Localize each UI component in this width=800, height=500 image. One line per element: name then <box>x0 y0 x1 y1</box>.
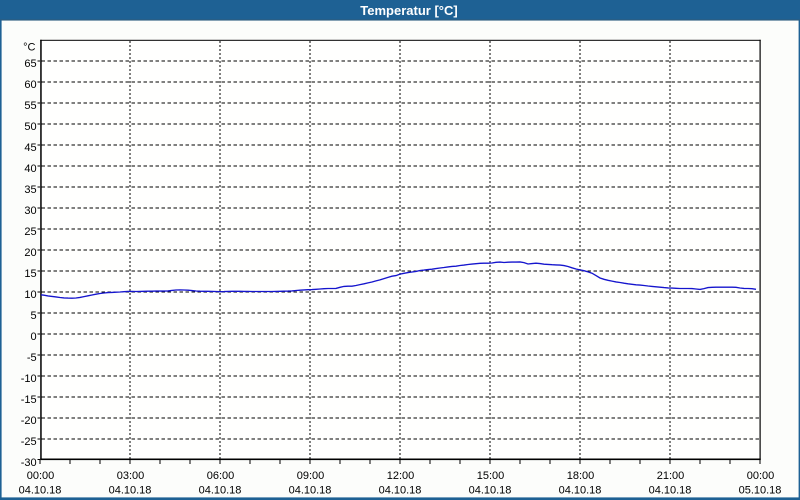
svg-text:30: 30 <box>24 205 36 217</box>
svg-text:04.10.18: 04.10.18 <box>19 485 62 497</box>
svg-text:55: 55 <box>24 100 36 112</box>
svg-text:-20: -20 <box>21 415 37 427</box>
svg-text:18:00: 18:00 <box>567 470 595 482</box>
svg-text:35: 35 <box>24 184 36 196</box>
svg-text:03:00: 03:00 <box>117 470 145 482</box>
svg-text:04.10.18: 04.10.18 <box>649 485 692 497</box>
svg-text:20: 20 <box>24 247 36 259</box>
svg-text:06:00: 06:00 <box>207 470 235 482</box>
svg-text:45: 45 <box>24 142 36 154</box>
svg-text:0: 0 <box>30 331 36 343</box>
svg-text:-25: -25 <box>21 436 37 448</box>
svg-text:09:00: 09:00 <box>297 470 325 482</box>
svg-text:-10: -10 <box>21 373 37 385</box>
svg-text:04.10.18: 04.10.18 <box>199 485 242 497</box>
svg-text:00:00: 00:00 <box>747 470 775 482</box>
svg-text:15:00: 15:00 <box>477 470 505 482</box>
svg-text:50: 50 <box>24 121 36 133</box>
svg-text:40: 40 <box>24 163 36 175</box>
svg-text:04.10.18: 04.10.18 <box>559 485 602 497</box>
svg-text:60: 60 <box>24 79 36 91</box>
svg-text:Temperatur [°C]: Temperatur [°C] <box>360 3 457 18</box>
svg-text:-15: -15 <box>21 394 37 406</box>
svg-text:04.10.18: 04.10.18 <box>109 485 152 497</box>
svg-text:05.10.18: 05.10.18 <box>739 485 782 497</box>
svg-text:°C: °C <box>23 42 35 54</box>
svg-text:04.10.18: 04.10.18 <box>289 485 332 497</box>
svg-text:-5: -5 <box>27 352 37 364</box>
svg-text:25: 25 <box>24 226 36 238</box>
svg-text:04.10.18: 04.10.18 <box>379 485 422 497</box>
svg-text:04.10.18: 04.10.18 <box>469 485 512 497</box>
svg-text:-30: -30 <box>21 457 37 469</box>
svg-text:12:00: 12:00 <box>387 470 415 482</box>
svg-text:10: 10 <box>24 289 36 301</box>
svg-text:65: 65 <box>24 58 36 70</box>
svg-text:5: 5 <box>30 310 36 322</box>
svg-text:15: 15 <box>24 268 36 280</box>
svg-text:00:00: 00:00 <box>27 470 55 482</box>
svg-text:21:00: 21:00 <box>657 470 685 482</box>
